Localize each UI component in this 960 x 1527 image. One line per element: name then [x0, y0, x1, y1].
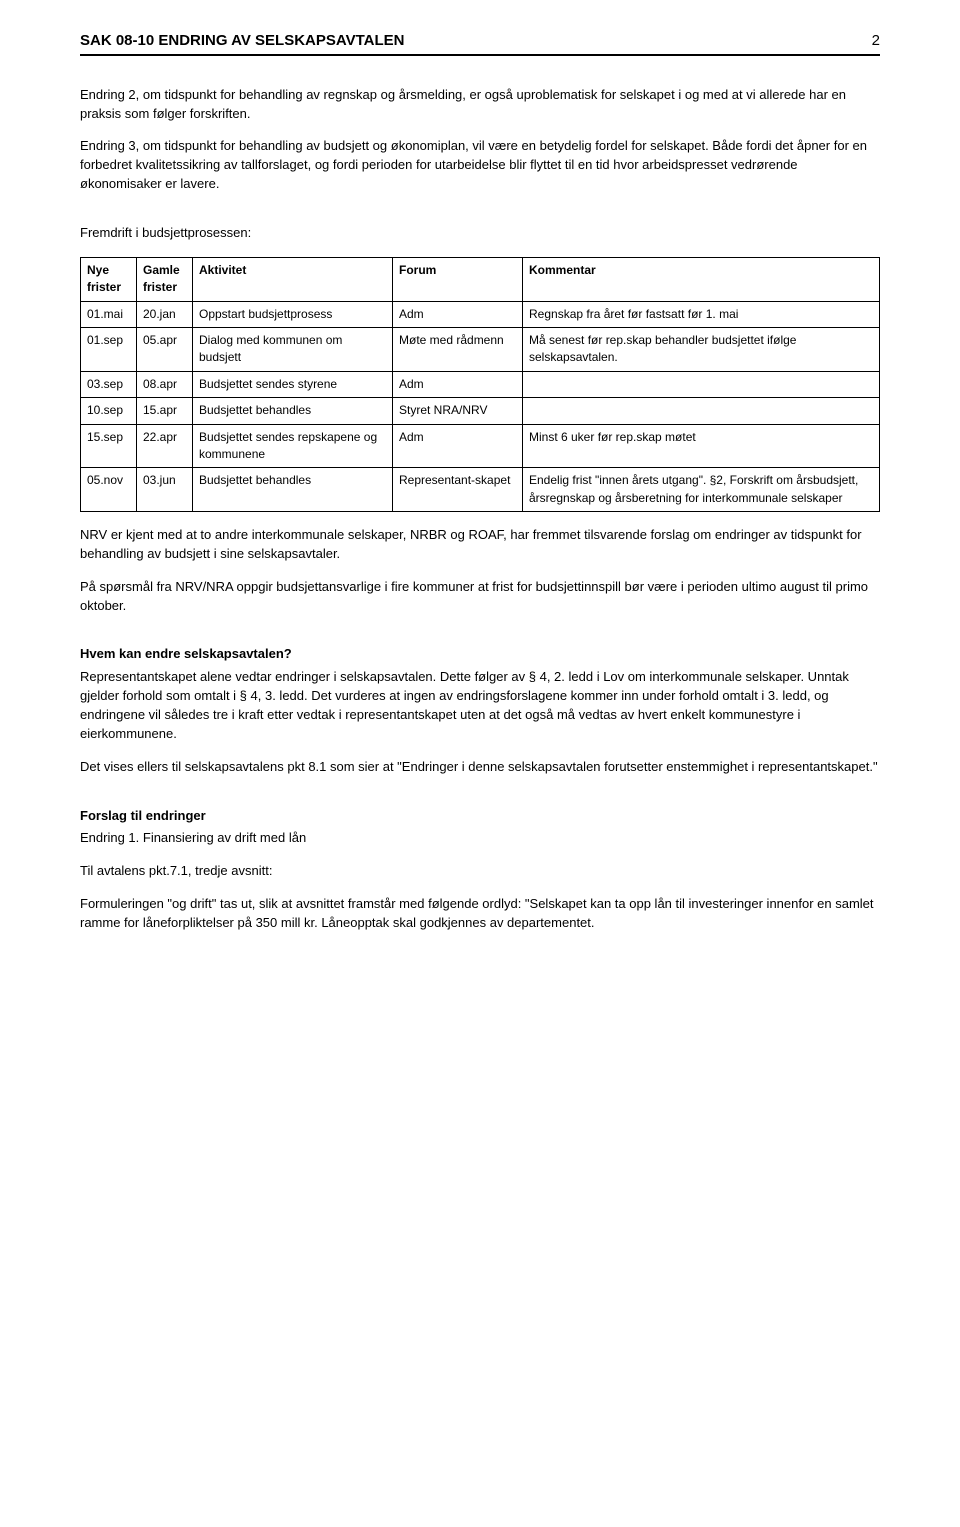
- cell-komm: [523, 371, 880, 397]
- cell-forum: Adm: [393, 371, 523, 397]
- cell-akt: Budsjettet behandles: [193, 468, 393, 512]
- cell-gamle: 15.apr: [137, 398, 193, 424]
- forslag-sub1: Endring 1. Finansiering av drift med lån: [80, 829, 880, 848]
- cell-nye: 15.sep: [81, 424, 137, 468]
- table-row: 05.nov 03.jun Budsjettet behandles Repre…: [81, 468, 880, 512]
- after-table-p1: NRV er kjent med at to andre interkommun…: [80, 526, 880, 564]
- forslag-sub2: Til avtalens pkt.7.1, tredje avsnitt:: [80, 862, 880, 881]
- table-header-row: Nye frister Gamle frister Aktivitet Foru…: [81, 257, 880, 301]
- page-number: 2: [872, 30, 880, 52]
- cell-forum: Adm: [393, 424, 523, 468]
- cell-komm: [523, 398, 880, 424]
- cell-forum: Representant-skapet: [393, 468, 523, 512]
- cell-akt: Budsjettet sendes repskapene og kommunen…: [193, 424, 393, 468]
- fremdrift-table: Nye frister Gamle frister Aktivitet Foru…: [80, 257, 880, 512]
- col-nye-frister: Nye frister: [81, 257, 137, 301]
- cell-gamle: 05.apr: [137, 327, 193, 371]
- table-row: 01.mai 20.jan Oppstart budsjettprosess A…: [81, 301, 880, 327]
- cell-komm: Regnskap fra året før fastsatt før 1. ma…: [523, 301, 880, 327]
- col-aktivitet: Aktivitet: [193, 257, 393, 301]
- table-row: 15.sep 22.apr Budsjettet sendes repskape…: [81, 424, 880, 468]
- cell-gamle: 03.jun: [137, 468, 193, 512]
- forslag-p1: Formuleringen "og drift" tas ut, slik at…: [80, 895, 880, 933]
- table-row: 01.sep 05.apr Dialog med kommunen om bud…: [81, 327, 880, 371]
- after-table-p2: På spørsmål fra NRV/NRA oppgir budsjetta…: [80, 578, 880, 616]
- cell-forum: Adm: [393, 301, 523, 327]
- cell-komm: Endelig frist "innen årets utgang". §2, …: [523, 468, 880, 512]
- cell-gamle: 22.apr: [137, 424, 193, 468]
- cell-akt: Budsjettet sendes styrene: [193, 371, 393, 397]
- cell-nye: 03.sep: [81, 371, 137, 397]
- hvem-p2: Det vises ellers til selskapsavtalens pk…: [80, 758, 880, 777]
- cell-gamle: 08.apr: [137, 371, 193, 397]
- table-row: 10.sep 15.apr Budsjettet behandles Styre…: [81, 398, 880, 424]
- intro-paragraph-2: Endring 3, om tidspunkt for behandling a…: [80, 137, 880, 194]
- document-header: SAK 08-10 ENDRING AV SELSKAPSAVTALEN 2: [80, 30, 880, 56]
- cell-akt: Budsjettet behandles: [193, 398, 393, 424]
- col-kommentar: Kommentar: [523, 257, 880, 301]
- fremdrift-heading: Fremdrift i budsjettprosessen:: [80, 224, 880, 243]
- cell-forum: Møte med rådmenn: [393, 327, 523, 371]
- intro-paragraph-1: Endring 2, om tidspunkt for behandling a…: [80, 86, 880, 124]
- cell-komm: Må senest før rep.skap behandler budsjet…: [523, 327, 880, 371]
- cell-akt: Oppstart budsjettprosess: [193, 301, 393, 327]
- col-gamle-frister: Gamle frister: [137, 257, 193, 301]
- table-row: 03.sep 08.apr Budsjettet sendes styrene …: [81, 371, 880, 397]
- cell-nye: 01.sep: [81, 327, 137, 371]
- document-title: SAK 08-10 ENDRING AV SELSKAPSAVTALEN: [80, 30, 405, 52]
- cell-forum: Styret NRA/NRV: [393, 398, 523, 424]
- cell-gamle: 20.jan: [137, 301, 193, 327]
- forslag-heading: Forslag til endringer: [80, 807, 880, 826]
- hvem-heading: Hvem kan endre selskapsavtalen?: [80, 645, 880, 664]
- cell-akt: Dialog med kommunen om budsjett: [193, 327, 393, 371]
- col-forum: Forum: [393, 257, 523, 301]
- hvem-p1: Representantskapet alene vedtar endringe…: [80, 668, 880, 743]
- cell-nye: 05.nov: [81, 468, 137, 512]
- cell-nye: 01.mai: [81, 301, 137, 327]
- cell-komm: Minst 6 uker før rep.skap møtet: [523, 424, 880, 468]
- cell-nye: 10.sep: [81, 398, 137, 424]
